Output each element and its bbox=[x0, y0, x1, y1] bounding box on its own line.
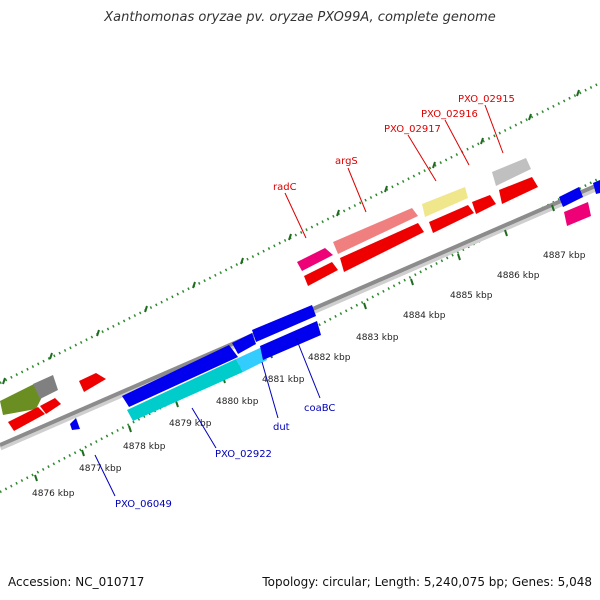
inner-major-tick bbox=[81, 449, 85, 457]
ruler-label: 4885 kbp bbox=[450, 291, 493, 301]
gene-arrow bbox=[297, 248, 333, 271]
outer-major-tick bbox=[336, 209, 340, 217]
gene-arrow bbox=[559, 187, 583, 207]
gene-arrow bbox=[564, 202, 591, 226]
gene-arrow bbox=[79, 373, 106, 392]
inner-major-tick bbox=[457, 253, 461, 261]
reverse-genes bbox=[70, 305, 321, 430]
gene-arrow bbox=[333, 208, 418, 254]
top-gene-callouts: radC argS PXO_02917 PXO_02916 PXO_02915 bbox=[273, 94, 515, 239]
outer-tick-ring bbox=[0, 81, 600, 385]
inner-major-tick bbox=[128, 425, 132, 433]
outer-major-tick bbox=[576, 89, 580, 97]
gene-arrow bbox=[429, 205, 474, 233]
gene-label-argS[interactable]: argS bbox=[335, 156, 358, 167]
gene-arrow bbox=[232, 333, 256, 354]
inner-major-tick bbox=[363, 302, 367, 310]
forward-genes bbox=[0, 158, 600, 431]
outer-major-tick bbox=[2, 377, 6, 385]
callout-line bbox=[94, 454, 116, 497]
ruler-label: 4887 kbp bbox=[543, 251, 586, 261]
gene-arrow bbox=[236, 347, 267, 372]
outer-dotted-track bbox=[0, 81, 600, 385]
outer-major-tick bbox=[49, 352, 53, 360]
gene-arrow bbox=[0, 384, 44, 415]
gene-label-radC[interactable]: radC bbox=[273, 182, 297, 193]
callout-line bbox=[284, 192, 307, 239]
inner-major-tick bbox=[175, 400, 179, 408]
ruler-label: 4883 kbp bbox=[356, 333, 399, 343]
map-title: Xanthomonas oryzae pv. oryzae PXO99A, co… bbox=[104, 10, 496, 25]
outer-major-tick bbox=[528, 113, 532, 121]
ruler-labels: 4876 kbp 4877 kbp 4878 kbp 4879 kbp 4880… bbox=[32, 251, 586, 499]
inner-major-tick bbox=[34, 474, 38, 482]
gene-label-coaBC[interactable]: coaBC bbox=[304, 403, 335, 414]
gene-label-PXO_02922[interactable]: PXO_02922 bbox=[215, 449, 272, 460]
outer-major-tick bbox=[96, 329, 100, 337]
outer-major-tick bbox=[288, 233, 292, 241]
gene-label-PXO_02917[interactable]: PXO_02917 bbox=[384, 124, 441, 135]
callout-line bbox=[295, 337, 321, 399]
gene-arrow bbox=[340, 223, 424, 272]
gene-label-dut[interactable]: dut bbox=[273, 422, 290, 433]
ruler-label: 4879 kbp bbox=[169, 419, 212, 429]
accession-text: Accession: NC_010717 bbox=[8, 575, 145, 589]
ruler-label: 4878 kbp bbox=[123, 442, 166, 452]
gene-arrow bbox=[8, 407, 45, 431]
gene-arrow bbox=[33, 375, 58, 399]
gene-arrow bbox=[70, 418, 80, 430]
ruler-label: 4881 kbp bbox=[262, 375, 305, 385]
ruler-label: 4880 kbp bbox=[216, 397, 259, 407]
outer-major-tick bbox=[144, 305, 148, 313]
gene-arrow bbox=[40, 398, 61, 414]
gene-arrow bbox=[122, 345, 238, 407]
outer-major-tick bbox=[384, 185, 388, 193]
callout-line bbox=[261, 361, 279, 419]
gene-arrow bbox=[472, 195, 496, 214]
callout-line bbox=[347, 167, 367, 213]
outer-major-tick bbox=[240, 257, 244, 265]
bottom-gene-callouts: coaBC dut PXO_02922 PXO_06049 bbox=[94, 337, 335, 510]
gene-arrow bbox=[304, 262, 338, 286]
gene-arrow bbox=[593, 180, 600, 194]
callout-line bbox=[444, 119, 470, 166]
gene-arrow bbox=[127, 359, 243, 421]
major-ticks bbox=[2, 89, 580, 482]
callout-line bbox=[191, 407, 217, 449]
gene-arrow bbox=[499, 177, 538, 204]
callout-line bbox=[484, 104, 504, 154]
gene-arrow bbox=[492, 158, 531, 186]
gene-label-PXO_02916[interactable]: PXO_02916 bbox=[421, 109, 478, 120]
outer-major-tick bbox=[432, 161, 436, 169]
gene-arrow bbox=[252, 305, 316, 342]
outer-major-tick bbox=[192, 281, 196, 289]
outer-major-tick bbox=[480, 137, 484, 145]
inner-major-tick bbox=[410, 278, 414, 286]
ruler-label: 4882 kbp bbox=[308, 353, 351, 363]
ruler-label: 4877 kbp bbox=[79, 464, 122, 474]
genome-summary-text: Topology: circular; Length: 5,240,075 bp… bbox=[262, 575, 592, 589]
gene-label-PXO_06049[interactable]: PXO_06049 bbox=[115, 499, 172, 510]
ruler-label: 4884 kbp bbox=[403, 311, 446, 321]
gene-arrow bbox=[422, 187, 468, 217]
ruler-label: 4876 kbp bbox=[32, 489, 75, 499]
inner-major-tick bbox=[504, 229, 508, 237]
gene-arrow bbox=[260, 321, 321, 360]
inner-major-tick bbox=[551, 204, 555, 212]
gene-label-PXO_02915[interactable]: PXO_02915 bbox=[458, 94, 515, 105]
ruler-label: 4886 kbp bbox=[497, 271, 540, 281]
callout-line bbox=[407, 134, 437, 182]
